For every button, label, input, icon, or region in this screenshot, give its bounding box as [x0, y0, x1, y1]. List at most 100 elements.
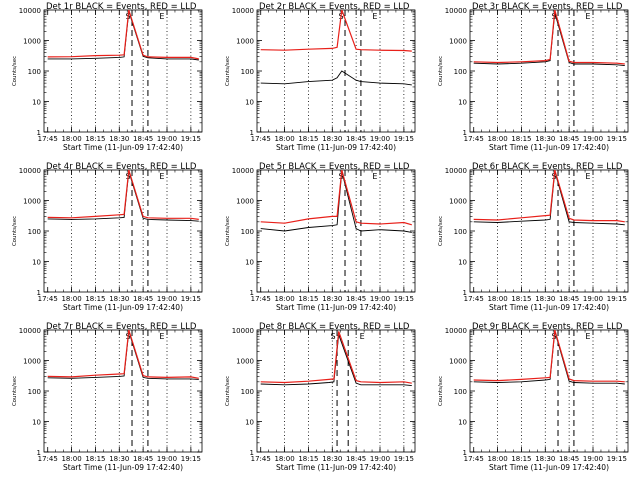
x-tick-label: 18:30	[535, 135, 555, 143]
x-tick-label: 18:45	[559, 135, 579, 143]
y-tick-label: 100	[454, 68, 467, 76]
y-tick-label: 1	[37, 129, 41, 137]
x-tick-label: 18:00	[61, 295, 81, 303]
x-tick-label: 19:15	[394, 455, 414, 463]
flag-end-label: E	[372, 172, 377, 181]
x-tick-label: 19:00	[583, 295, 603, 303]
y-tick-label: 1	[250, 289, 254, 297]
x-tick-label: 18:30	[322, 295, 342, 303]
y-tick-label: 1	[37, 289, 41, 297]
chart-panel-8: Det 8r BLACK = Events, RED = LLD Counts/s…	[225, 322, 416, 472]
y-tick-label: 10	[245, 99, 254, 107]
y-tick-label: 100	[241, 388, 254, 396]
x-tick-label: 17:45	[38, 135, 58, 143]
x-tick-label: 18:30	[109, 135, 129, 143]
x-tick-label: 18:00	[274, 295, 294, 303]
y-tick-label: 1000	[236, 358, 254, 366]
x-tick-label: 19:00	[157, 135, 177, 143]
y-tick-label: 10	[245, 419, 254, 427]
series-line-lld	[473, 329, 625, 383]
series-line-lld	[260, 169, 412, 226]
y-axis-label: Counts/sec	[225, 376, 231, 406]
x-tick-label: 17:45	[464, 455, 484, 463]
flag-end-label: E	[585, 332, 590, 341]
x-tick-label: 18:15	[85, 295, 105, 303]
y-tick-label: 10	[32, 259, 41, 267]
x-tick-label: 18:00	[274, 135, 294, 143]
y-tick-label: 10000	[232, 7, 254, 15]
y-tick-label: 100	[241, 228, 254, 236]
y-tick-label: 1	[463, 289, 467, 297]
y-tick-label: 100	[454, 228, 467, 236]
chart-title: Det 4r BLACK = Events, RED = LLD	[46, 162, 197, 172]
x-tick-label: 18:15	[85, 135, 105, 143]
x-tick-label: 18:30	[109, 455, 129, 463]
series-line-lld	[47, 329, 199, 379]
y-tick-label: 1	[463, 449, 467, 457]
y-tick-label: 10000	[19, 167, 41, 175]
series-line-lld	[47, 169, 199, 220]
x-axis-label: Start Time (11-Jun-09 17:42:40)	[489, 143, 609, 152]
x-axis-label: Start Time (11-Jun-09 17:42:40)	[276, 303, 396, 312]
flag-end-label: E	[360, 332, 365, 341]
chart-panel-6: Det 6r BLACK = Events, RED = LLD Counts/s…	[438, 162, 629, 312]
y-axis-label: Counts/sec	[225, 216, 231, 246]
x-tick-label: 19:15	[181, 295, 201, 303]
y-tick-label: 100	[28, 68, 41, 76]
x-tick-label: 19:15	[394, 135, 414, 143]
x-tick-label: 19:00	[583, 455, 603, 463]
x-tick-label: 18:00	[61, 135, 81, 143]
y-tick-label: 10	[245, 259, 254, 267]
flag-end-label: E	[585, 12, 590, 21]
x-tick-label: 18:45	[133, 295, 153, 303]
x-axis-label: Start Time (11-Jun-09 17:42:40)	[276, 463, 396, 472]
y-tick-label: 10000	[445, 7, 467, 15]
chart-panel-2: Det 2r BLACK = Events, RED = LLD Counts/s…	[225, 2, 416, 152]
chart-panel-7: Det 7r BLACK = Events, RED = LLD Counts/s…	[12, 322, 203, 472]
y-tick-label: 10	[458, 99, 467, 107]
x-axis-label: Start Time (11-Jun-09 17:42:40)	[63, 463, 183, 472]
y-tick-label: 10	[32, 419, 41, 427]
x-tick-label: 19:15	[181, 135, 201, 143]
x-axis-label: Start Time (11-Jun-09 17:42:40)	[276, 143, 396, 152]
x-tick-label: 18:45	[346, 135, 366, 143]
chart-panel-1: Det 1r BLACK = Events, RED = LLD Counts/s…	[12, 2, 203, 152]
y-tick-label: 1000	[23, 198, 41, 206]
x-tick-label: 18:45	[346, 455, 366, 463]
x-tick-label: 18:45	[133, 135, 153, 143]
series-line-lld	[47, 9, 199, 60]
y-tick-label: 10000	[445, 167, 467, 175]
x-tick-label: 18:15	[511, 295, 531, 303]
x-tick-label: 18:15	[511, 135, 531, 143]
y-tick-label: 10000	[19, 7, 41, 15]
series-line-events	[260, 70, 412, 86]
x-tick-label: 18:30	[109, 295, 129, 303]
x-tick-label: 17:45	[251, 295, 271, 303]
chart-title: Det 5r BLACK = Events, RED = LLD	[259, 162, 410, 172]
y-tick-label: 100	[454, 388, 467, 396]
flag-end-label: E	[372, 12, 377, 21]
flag-end-label: E	[159, 172, 164, 181]
y-tick-label: 1	[463, 129, 467, 137]
x-tick-label: 18:30	[322, 455, 342, 463]
x-tick-label: 17:45	[38, 295, 58, 303]
chart-panel-5: Det 5r BLACK = Events, RED = LLD Counts/s…	[225, 162, 416, 312]
chart-panel-3: Det 3r BLACK = Events, RED = LLD Counts/s…	[438, 2, 629, 152]
y-tick-label: 10000	[445, 327, 467, 335]
y-axis-label: Counts/sec	[438, 56, 444, 86]
x-tick-label: 19:15	[607, 135, 627, 143]
y-axis-label: Counts/sec	[12, 376, 18, 406]
x-tick-label: 17:45	[251, 135, 271, 143]
y-tick-label: 1000	[449, 38, 467, 46]
x-tick-label: 18:00	[274, 455, 294, 463]
chart-panel-9: Det 9r BLACK = Events, RED = LLD Counts/s…	[438, 322, 629, 472]
flag-start-label: S	[331, 332, 336, 341]
x-tick-label: 19:00	[370, 135, 390, 143]
y-tick-label: 10	[458, 419, 467, 427]
x-tick-label: 18:15	[298, 135, 318, 143]
flag-end-label: E	[159, 12, 164, 21]
y-axis-label: Counts/sec	[438, 376, 444, 406]
x-tick-label: 18:30	[535, 455, 555, 463]
x-tick-label: 18:45	[559, 295, 579, 303]
x-tick-label: 19:00	[370, 455, 390, 463]
